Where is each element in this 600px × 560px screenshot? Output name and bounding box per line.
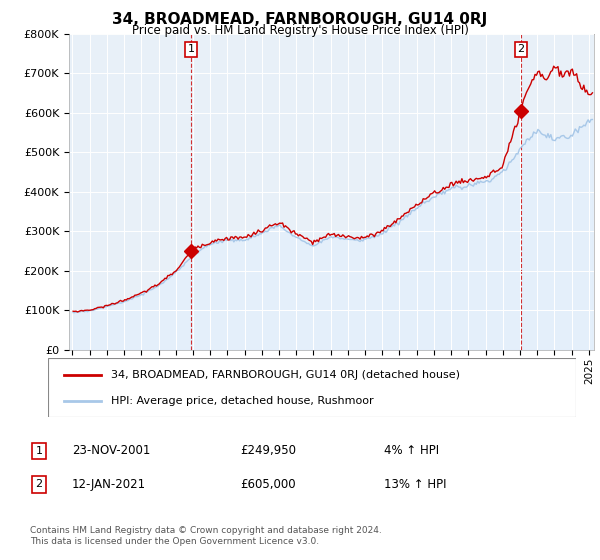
Text: 34, BROADMEAD, FARNBOROUGH, GU14 0RJ: 34, BROADMEAD, FARNBOROUGH, GU14 0RJ [112, 12, 488, 27]
Text: 23-NOV-2001: 23-NOV-2001 [72, 444, 151, 458]
Text: 1: 1 [35, 446, 43, 456]
Text: Price paid vs. HM Land Registry's House Price Index (HPI): Price paid vs. HM Land Registry's House … [131, 24, 469, 37]
Text: 1: 1 [188, 44, 195, 54]
Text: Contains HM Land Registry data © Crown copyright and database right 2024.
This d: Contains HM Land Registry data © Crown c… [30, 526, 382, 546]
Text: 2: 2 [35, 479, 43, 489]
Text: £249,950: £249,950 [240, 444, 296, 458]
Text: 34, BROADMEAD, FARNBOROUGH, GU14 0RJ (detached house): 34, BROADMEAD, FARNBOROUGH, GU14 0RJ (de… [112, 370, 460, 380]
FancyBboxPatch shape [48, 358, 576, 417]
Text: £605,000: £605,000 [240, 478, 296, 491]
Text: 4% ↑ HPI: 4% ↑ HPI [384, 444, 439, 458]
Text: 12-JAN-2021: 12-JAN-2021 [72, 478, 146, 491]
Text: HPI: Average price, detached house, Rushmoor: HPI: Average price, detached house, Rush… [112, 396, 374, 406]
Text: 2: 2 [517, 44, 524, 54]
Text: 13% ↑ HPI: 13% ↑ HPI [384, 478, 446, 491]
